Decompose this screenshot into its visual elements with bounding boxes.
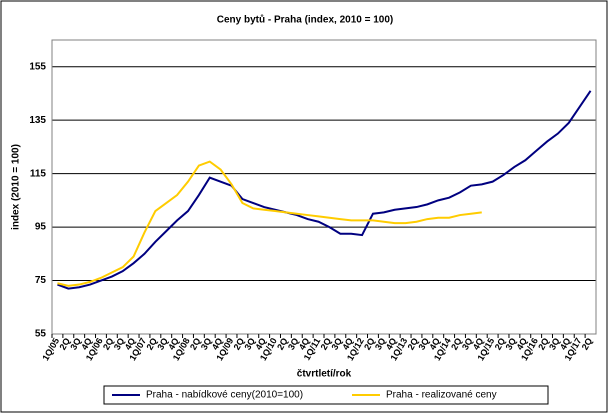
chart-title: Ceny bytů - Praha (index, 2010 = 100) [217, 14, 393, 26]
y-axis-label: index (2010 = 100) [11, 144, 22, 230]
legend [103, 385, 549, 405]
y-tick-label: 55 [35, 329, 47, 340]
line-series [57, 160, 482, 287]
x-axis-label: čtvrtletí/rok [297, 369, 352, 380]
legend-label: Praha - realizované ceny [386, 390, 497, 401]
line-series [57, 90, 592, 290]
y-tick-label: 155 [29, 61, 46, 72]
y-tick-label: 95 [35, 222, 47, 233]
y-tick-label: 75 [35, 275, 47, 286]
legend-label: Praha - nabídkové ceny(2010=100) [146, 390, 303, 401]
y-tick-label: 115 [30, 168, 47, 179]
y-tick-label: 135 [29, 115, 46, 126]
